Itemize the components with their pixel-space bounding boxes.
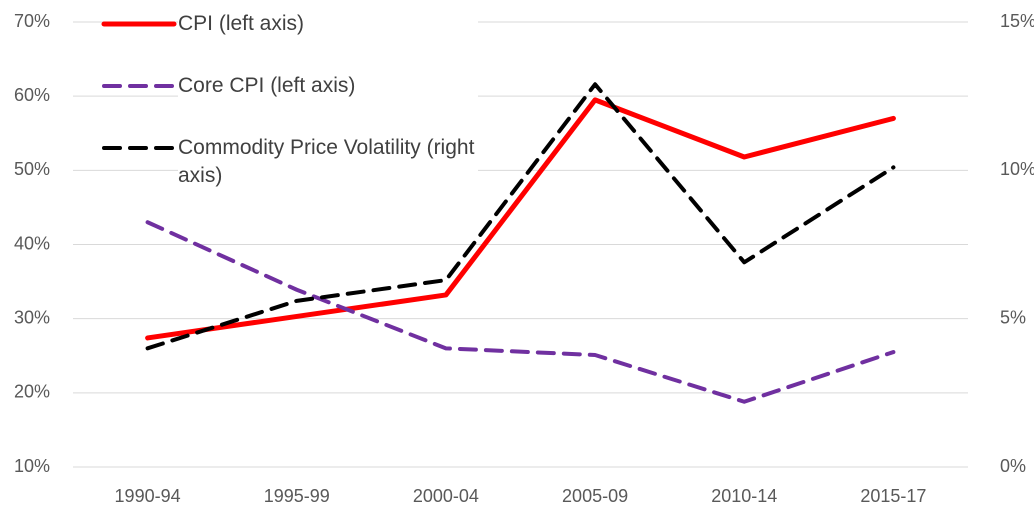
y2-tick-label: 10%: [1000, 159, 1034, 179]
y-tick-label: 60%: [14, 85, 50, 105]
series-line: [145, 97, 896, 341]
legend-item: CPI (left axis): [100, 10, 520, 72]
y2-tick-label: 5%: [1000, 307, 1026, 327]
y-tick-label: 10%: [14, 456, 50, 476]
y-tick-label: 20%: [14, 382, 50, 402]
legend-label: Core CPI (left axis): [178, 72, 478, 100]
legend-label: Commodity Price Volatility (right axis): [178, 134, 478, 190]
y2-tick-label: 15%: [1000, 11, 1034, 31]
y-tick-label: 70%: [14, 11, 50, 31]
x-tick-label: 2015-17: [860, 486, 926, 506]
y-tick-label: 30%: [14, 307, 50, 327]
legend-swatch: [101, 21, 177, 27]
y-tick-label: 50%: [14, 159, 50, 179]
legend-item: Core CPI (left axis): [100, 72, 520, 134]
series-line: [145, 82, 896, 351]
x-tick-label: 2005-09: [562, 486, 628, 506]
legend-swatch: [102, 146, 176, 150]
x-tick-label: 1995-99: [264, 486, 330, 506]
x-tick-label: 2010-14: [711, 486, 777, 506]
x-tick-label: 1990-94: [115, 486, 181, 506]
legend: CPI (left axis) Core CPI (left axis) Commo…: [100, 10, 520, 196]
x-tick-label: 2000-04: [413, 486, 479, 506]
series-line: [145, 220, 896, 404]
y-tick-label: 40%: [14, 233, 50, 253]
legend-swatch: [102, 84, 176, 88]
legend-item: Commodity Price Volatility (right axis): [100, 134, 520, 196]
y2-tick-label: 0%: [1000, 456, 1026, 476]
legend-label: CPI (left axis): [178, 10, 478, 38]
